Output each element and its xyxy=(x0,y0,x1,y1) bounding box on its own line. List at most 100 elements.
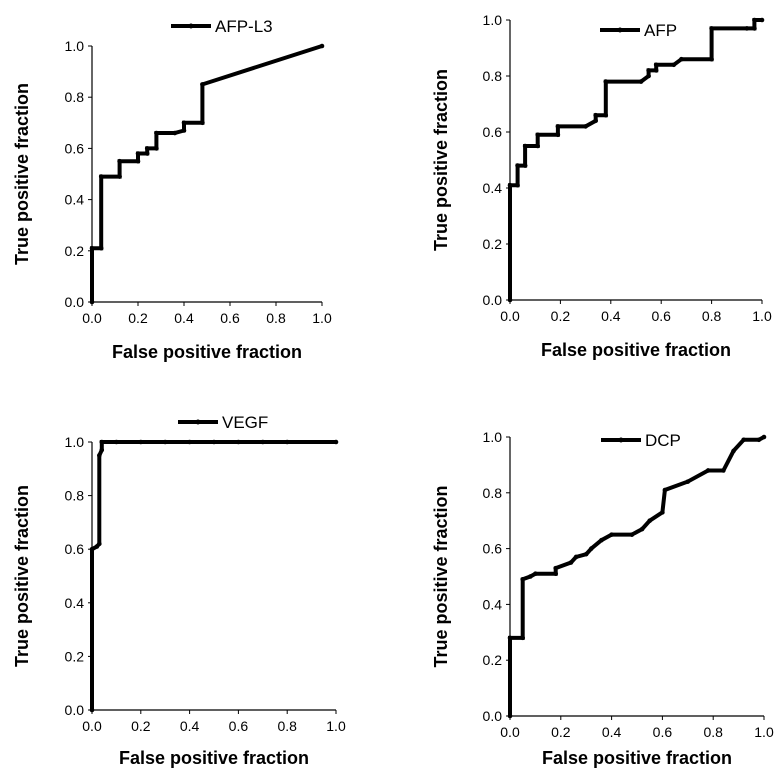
data-point xyxy=(583,551,589,557)
data-point xyxy=(573,554,579,560)
data-point xyxy=(588,546,594,551)
data-point xyxy=(98,174,104,179)
data-point xyxy=(685,479,691,484)
data-point xyxy=(535,132,541,138)
y-axis-title: True positive fraction xyxy=(12,485,32,667)
y-tick-label: 0.8 xyxy=(483,68,503,84)
y-tick-label: 0.0 xyxy=(65,294,85,310)
data-point xyxy=(507,297,513,303)
chart-3: 0.0 0.2 0.4 0.6 0.8 1.0 0.0 0.2 0.4 0.6 0.8 1.0 Fals… xyxy=(12,413,346,768)
y-axis-title: True positive fraction xyxy=(431,69,451,251)
y-tick-label: 0.2 xyxy=(65,243,85,259)
y-tick-label: 0.8 xyxy=(65,488,85,504)
data-point xyxy=(181,128,187,133)
y-tick-label: 1.0 xyxy=(483,12,503,28)
data-point xyxy=(507,182,513,188)
data-point xyxy=(138,439,144,445)
data-point xyxy=(721,468,726,473)
y-tick-label: 0.4 xyxy=(65,595,85,611)
y-tick-label: 0.0 xyxy=(65,702,85,718)
data-point xyxy=(709,26,714,31)
x-tick-label: 0.8 xyxy=(277,718,297,734)
data-point xyxy=(533,571,538,577)
data-point xyxy=(200,120,205,126)
data-point xyxy=(117,174,122,179)
data-point xyxy=(555,132,561,138)
y-tick-label: 0.4 xyxy=(65,192,85,208)
data-point xyxy=(99,439,105,445)
data-point xyxy=(638,79,644,84)
y-axis-title: True positive fraction xyxy=(12,83,32,265)
y-tick-label: 0.6 xyxy=(65,541,85,557)
data-point xyxy=(97,541,102,547)
series-line-dcp xyxy=(508,435,765,716)
x-tick-label: 0.2 xyxy=(551,724,571,740)
data-point xyxy=(515,182,520,188)
x-tick-label: 0.8 xyxy=(702,308,722,324)
legend-marker xyxy=(618,437,624,443)
data-point xyxy=(520,576,525,582)
data-point xyxy=(200,82,205,87)
data-point xyxy=(144,151,150,156)
legend-marker xyxy=(195,419,201,425)
data-point xyxy=(731,448,736,454)
data-point xyxy=(520,635,525,641)
data-point xyxy=(741,437,746,443)
x-tick-label: 0.4 xyxy=(180,718,200,734)
data-point xyxy=(593,118,598,124)
data-point xyxy=(553,565,559,571)
series-line-afp xyxy=(508,18,762,300)
data-point xyxy=(759,17,765,23)
x-axis-title: False positive fraction xyxy=(112,342,302,362)
x-tick-label: 0.6 xyxy=(220,310,240,326)
data-point xyxy=(603,112,609,118)
y-tick-label: 1.0 xyxy=(65,434,85,450)
data-point xyxy=(89,245,95,251)
data-point xyxy=(319,43,325,49)
data-point xyxy=(752,26,757,31)
y-tick-label: 0.6 xyxy=(483,124,503,140)
data-point xyxy=(98,245,104,251)
legend-marker xyxy=(188,23,194,29)
data-point xyxy=(653,68,659,73)
data-point xyxy=(89,546,95,552)
legend-label: AFP xyxy=(644,21,677,40)
y-axis-title: True positive fraction xyxy=(431,485,451,667)
y-tick-label: 0.2 xyxy=(65,648,85,664)
data-point xyxy=(761,434,767,440)
x-axis-title: False positive fraction xyxy=(541,340,731,360)
data-point xyxy=(653,62,659,68)
x-tick-label: 1.0 xyxy=(326,718,346,734)
data-point xyxy=(135,151,141,156)
x-tick-label: 0.2 xyxy=(128,310,148,326)
data-point xyxy=(709,56,714,62)
data-point xyxy=(756,437,762,443)
data-point xyxy=(705,468,711,473)
data-point xyxy=(660,510,665,515)
data-point xyxy=(646,73,651,79)
x-tick-label: 0.4 xyxy=(601,308,621,324)
data-point xyxy=(553,571,559,577)
x-tick-label: 0.2 xyxy=(551,308,571,324)
data-point xyxy=(609,532,614,537)
data-point xyxy=(662,487,668,493)
data-point xyxy=(639,526,645,532)
x-axis-title: False positive fraction xyxy=(542,748,732,768)
x-tick-label: 0.6 xyxy=(229,718,249,734)
x-tick-label: 0.0 xyxy=(500,724,520,740)
data-point xyxy=(593,112,598,118)
data-point xyxy=(507,635,513,641)
x-tick-label: 0.4 xyxy=(602,724,622,740)
legend-marker xyxy=(617,27,623,33)
y-tick-label: 0.8 xyxy=(483,485,503,501)
data-point xyxy=(135,158,141,164)
data-point xyxy=(507,713,513,719)
data-point xyxy=(647,518,652,523)
data-point xyxy=(528,574,533,579)
data-point xyxy=(603,79,609,84)
x-tick-label: 0.4 xyxy=(174,310,194,326)
data-point xyxy=(154,130,159,136)
data-point xyxy=(599,537,604,543)
y-tick-label: 0.6 xyxy=(483,541,503,557)
